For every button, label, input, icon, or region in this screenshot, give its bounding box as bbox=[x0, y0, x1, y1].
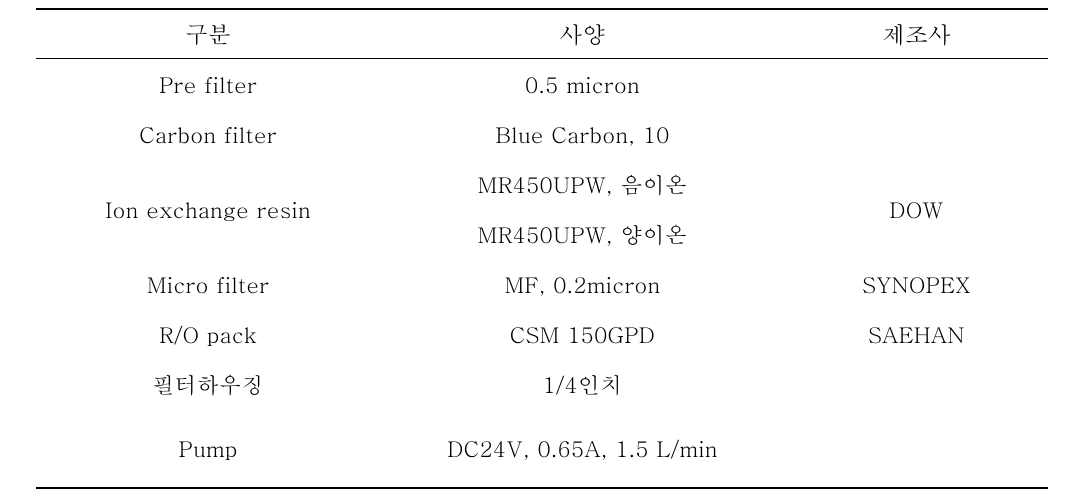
cell-spec: MF, 0.2micron bbox=[380, 259, 785, 309]
cell-maker bbox=[785, 409, 1048, 488]
table-row: Pump DC24V, 0.65A, 1.5 L/min bbox=[36, 409, 1048, 488]
cell-category: Carbon filter bbox=[36, 109, 380, 159]
cell-category: Pre filter bbox=[36, 59, 380, 110]
cell-maker: DOW bbox=[785, 159, 1048, 259]
cell-spec: MR450UPW, 음이온 bbox=[380, 159, 785, 209]
cell-category: Micro filter bbox=[36, 259, 380, 309]
cell-maker: SYNOPEX bbox=[785, 259, 1048, 309]
cell-spec: 0.5 micron bbox=[380, 59, 785, 110]
cell-spec: Blue Carbon, 10 bbox=[380, 109, 785, 159]
cell-spec: DC24V, 0.65A, 1.5 L/min bbox=[380, 409, 785, 488]
table-row: Ion exchange resin MR450UPW, 음이온 DOW bbox=[36, 159, 1048, 209]
cell-category: Ion exchange resin bbox=[36, 159, 380, 259]
header-spec: 사양 bbox=[380, 9, 785, 59]
cell-maker bbox=[785, 359, 1048, 409]
cell-spec: MR450UPW, 양이온 bbox=[380, 209, 785, 259]
table-header-row: 구분 사양 제조사 bbox=[36, 9, 1048, 59]
header-category: 구분 bbox=[36, 9, 380, 59]
cell-maker bbox=[785, 59, 1048, 110]
header-maker: 제조사 bbox=[785, 9, 1048, 59]
table-row: R/O pack CSM 150GPD SAEHAN bbox=[36, 309, 1048, 359]
cell-category: Pump bbox=[36, 409, 380, 488]
cell-maker bbox=[785, 109, 1048, 159]
cell-spec: CSM 150GPD bbox=[380, 309, 785, 359]
specification-table: 구분 사양 제조사 Pre filter 0.5 micron Carbon f… bbox=[36, 8, 1048, 489]
cell-category: 필터하우징 bbox=[36, 359, 380, 409]
table-row: Carbon filter Blue Carbon, 10 bbox=[36, 109, 1048, 159]
cell-category: R/O pack bbox=[36, 309, 380, 359]
specification-table-container: 구분 사양 제조사 Pre filter 0.5 micron Carbon f… bbox=[0, 0, 1084, 497]
table-row: 필터하우징 1/4인치 bbox=[36, 359, 1048, 409]
table-row: Micro filter MF, 0.2micron SYNOPEX bbox=[36, 259, 1048, 309]
cell-spec: 1/4인치 bbox=[380, 359, 785, 409]
cell-maker: SAEHAN bbox=[785, 309, 1048, 359]
table-row: Pre filter 0.5 micron bbox=[36, 59, 1048, 110]
